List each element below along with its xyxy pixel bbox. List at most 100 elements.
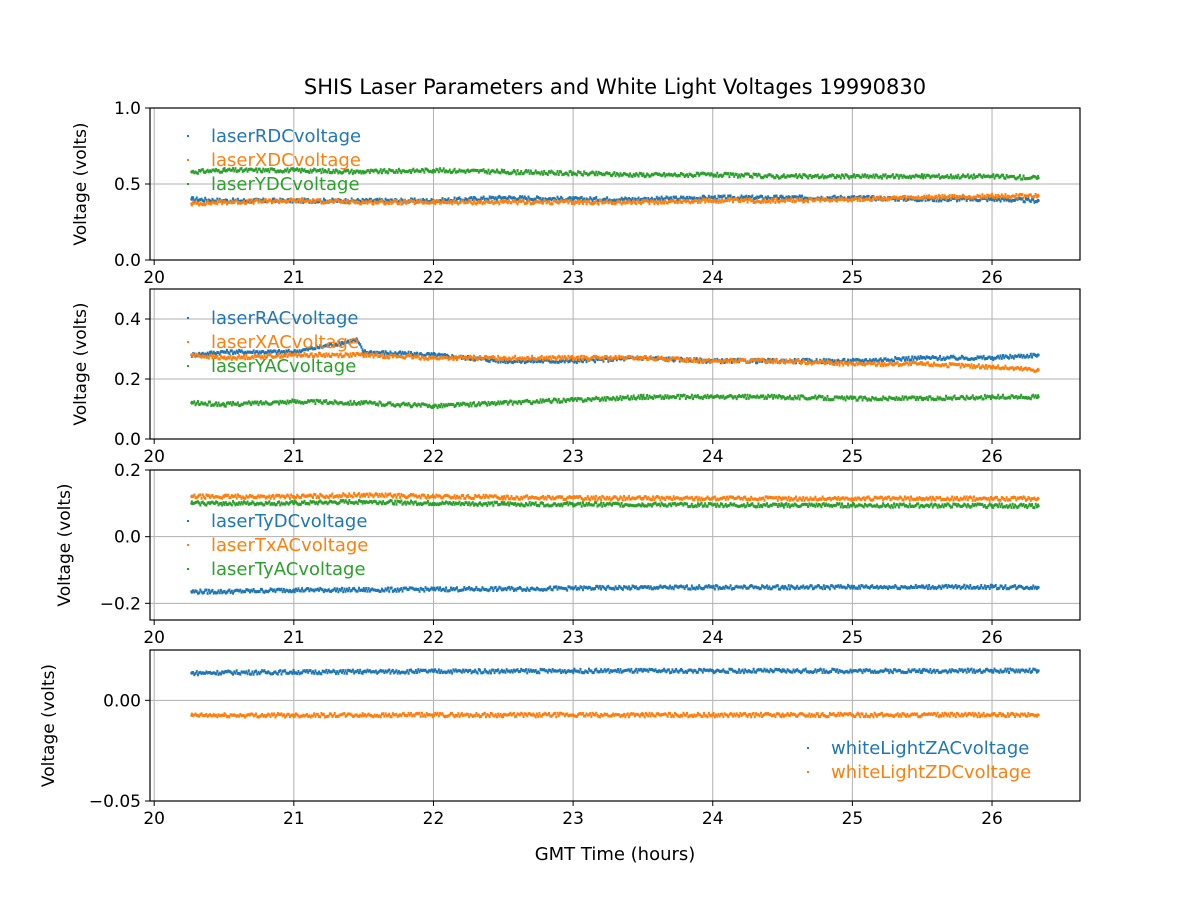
- data-point: [885, 358, 888, 362]
- data-point: [815, 397, 818, 401]
- data-point: [969, 357, 972, 361]
- data-point: [982, 354, 985, 358]
- data-point: [792, 198, 795, 202]
- data-point: [318, 200, 321, 204]
- data-point: [733, 195, 736, 199]
- data-point: [486, 171, 489, 175]
- data-point: [914, 173, 917, 177]
- data-point: [801, 358, 804, 362]
- data-point: [380, 352, 383, 356]
- data-point: [541, 172, 544, 176]
- data-point: [394, 351, 397, 355]
- data-point: [1005, 366, 1008, 370]
- data-point: [761, 395, 764, 399]
- data-point: [788, 174, 791, 178]
- data-point: [786, 360, 789, 364]
- data-point: [557, 172, 560, 176]
- data-point: [554, 197, 557, 201]
- data-point: [429, 353, 432, 357]
- data-point: [282, 169, 285, 173]
- data-point: [830, 198, 833, 202]
- data-point: [388, 401, 391, 405]
- data-point: [286, 355, 289, 359]
- data-point: [241, 201, 244, 205]
- data-point: [853, 395, 856, 399]
- data-point: [322, 201, 325, 205]
- data-point: [435, 357, 438, 361]
- data-point: [899, 363, 902, 367]
- data-point: [305, 587, 308, 591]
- data-point: [995, 355, 998, 359]
- data-point: [686, 195, 689, 199]
- data-point: [383, 200, 386, 204]
- data-point: [579, 196, 582, 200]
- data-point: [262, 167, 265, 171]
- data-point: [201, 199, 204, 203]
- data-point: [885, 176, 888, 180]
- data-point: [878, 361, 881, 365]
- data-point: [497, 170, 500, 174]
- data-point: [699, 200, 702, 204]
- data-point: [941, 357, 944, 361]
- data-point: [890, 362, 893, 366]
- data-point: [884, 173, 887, 177]
- data-point: [860, 175, 863, 179]
- data-point: [660, 195, 663, 199]
- data-point: [748, 584, 751, 588]
- data-point: [603, 586, 606, 590]
- data-point: [592, 197, 595, 201]
- data-point: [706, 172, 709, 176]
- data-point: [434, 352, 437, 356]
- data-point: [394, 588, 397, 592]
- data-point: [560, 195, 563, 199]
- data-point: [931, 196, 934, 200]
- data-point: [325, 201, 328, 205]
- data-point: [236, 401, 239, 405]
- data-point: [952, 195, 955, 199]
- data-point: [259, 351, 262, 355]
- data-point: [389, 353, 392, 357]
- data-point: [377, 351, 380, 355]
- data-point: [600, 199, 603, 203]
- data-point: [695, 395, 698, 399]
- data-point: [479, 198, 482, 202]
- data-point: [344, 402, 347, 406]
- data-point: [453, 588, 456, 592]
- data-point: [1020, 393, 1023, 397]
- data-point: [315, 353, 318, 357]
- data-point: [756, 174, 759, 178]
- data-point: [445, 199, 448, 203]
- data-point: [430, 352, 433, 356]
- data-point: [232, 167, 235, 171]
- data-point: [348, 402, 351, 406]
- data-point: [557, 360, 560, 364]
- data-point: [435, 355, 438, 359]
- data-point: [740, 395, 743, 399]
- data-point: [428, 201, 431, 205]
- data-point: [521, 172, 524, 176]
- data-point: [745, 396, 748, 400]
- data-point: [359, 353, 362, 357]
- data-point: [485, 197, 488, 201]
- data-point: [493, 586, 496, 590]
- data-point: [736, 585, 739, 589]
- data-point: [281, 590, 284, 594]
- data-point: [365, 200, 368, 204]
- data-point: [767, 195, 770, 199]
- data-point: [521, 195, 524, 199]
- data-point: [631, 584, 634, 588]
- data-point: [328, 589, 331, 593]
- data-point: [1021, 355, 1024, 359]
- data-point: [976, 364, 979, 368]
- data-point: [592, 201, 595, 205]
- data-point: [808, 396, 811, 400]
- data-point: [650, 172, 653, 176]
- data-point: [413, 351, 416, 355]
- data-point: [249, 167, 252, 171]
- data-point: [741, 174, 744, 178]
- data-point: [1033, 369, 1036, 373]
- data-point: [367, 587, 370, 591]
- data-point: [702, 586, 705, 590]
- data-point: [250, 198, 253, 202]
- data-point: [790, 397, 793, 401]
